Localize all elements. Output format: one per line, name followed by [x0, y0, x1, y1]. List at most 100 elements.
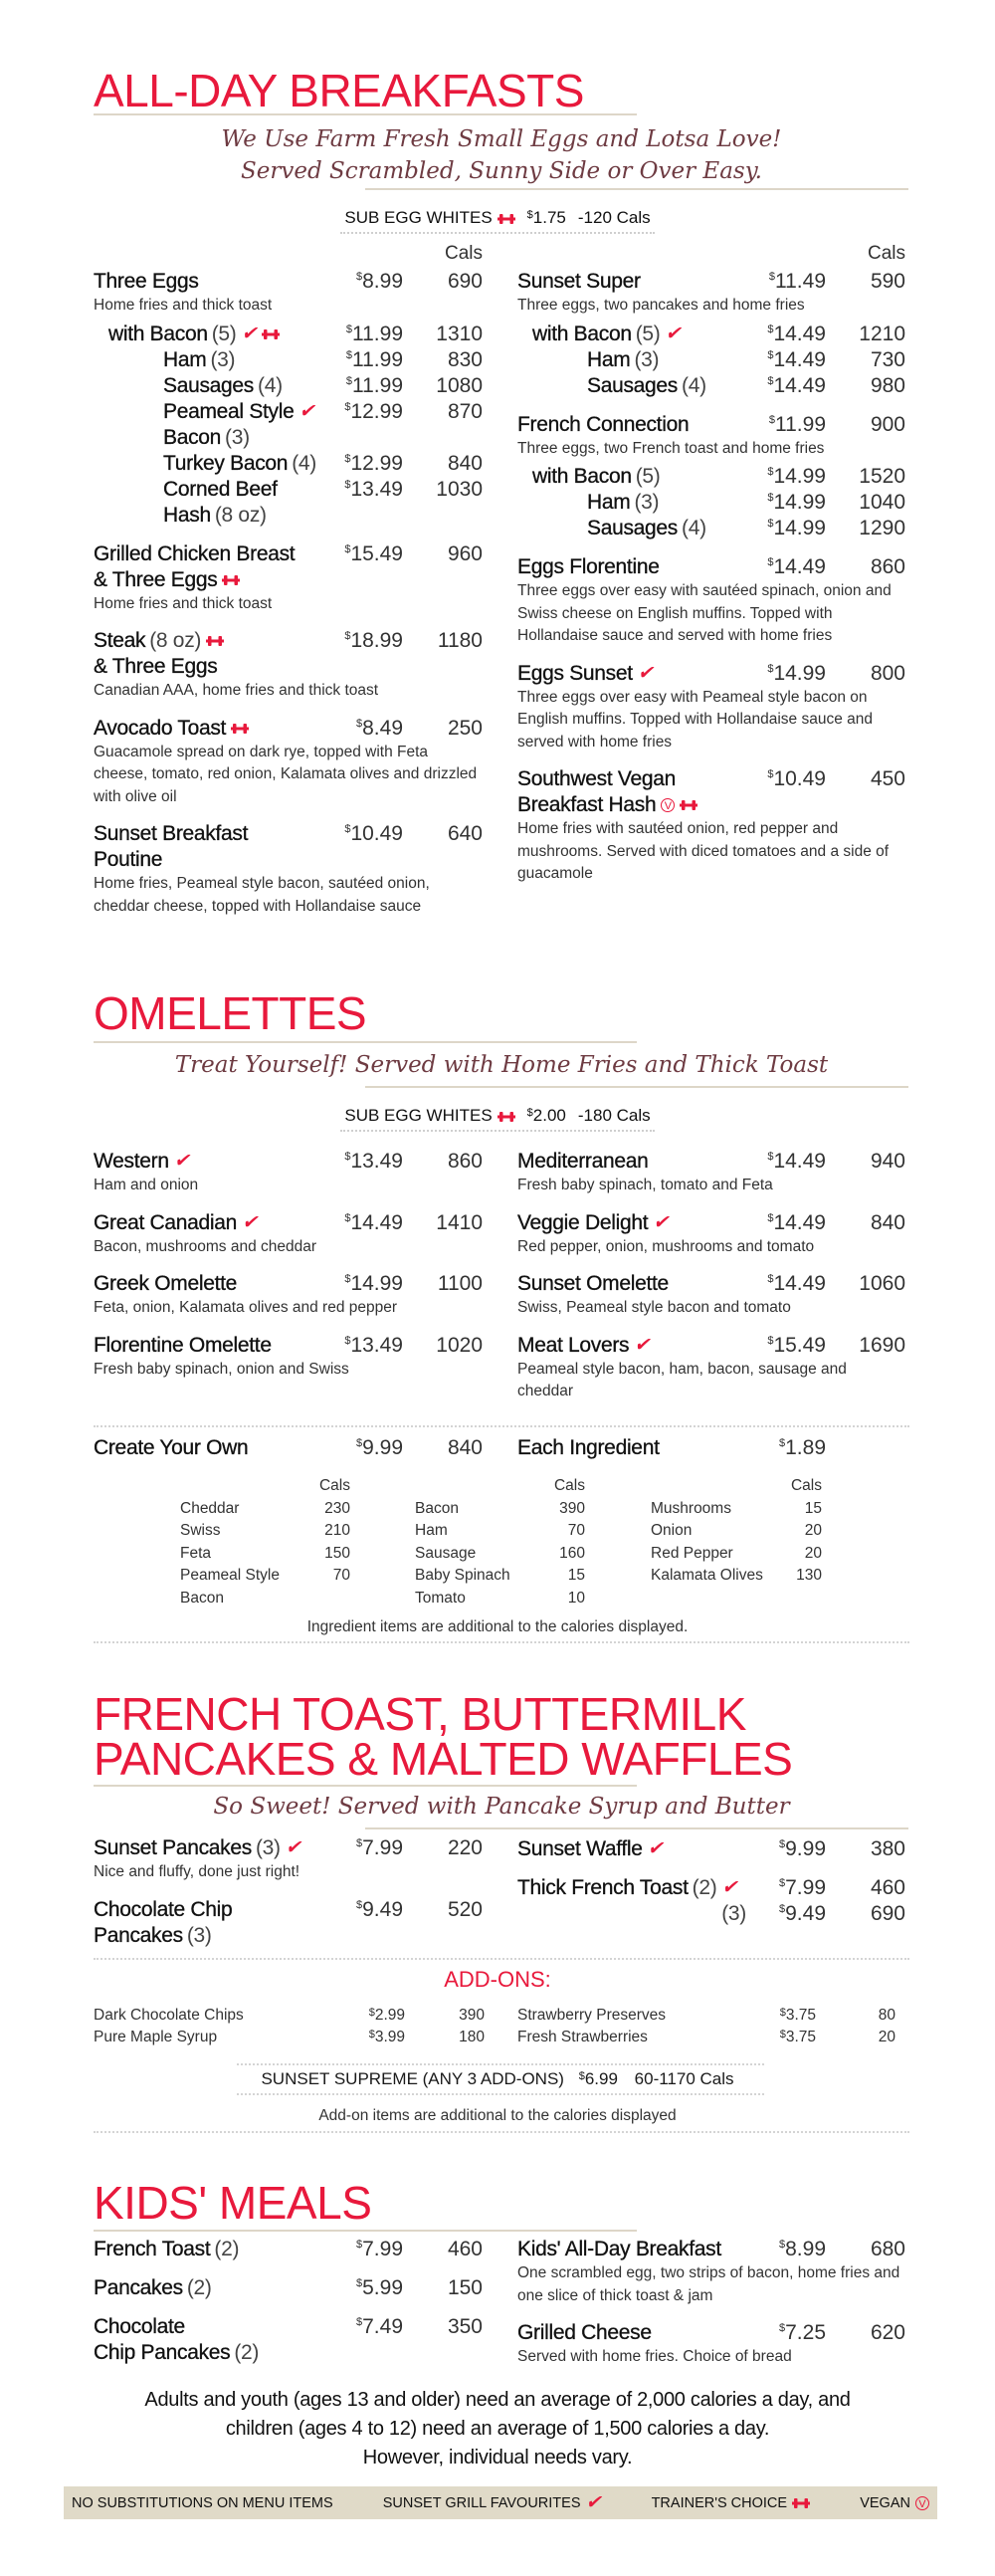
item-name-line: Florentine Omelette — [94, 1333, 323, 1359]
price-value: 13.49 — [350, 477, 403, 501]
item-price: $10.49 — [323, 821, 403, 847]
item-header: Create Your Own $9.99 840 — [94, 1435, 483, 1461]
item-quantity: (8 oz) — [149, 629, 202, 652]
addon-calories: 180 — [459, 2029, 485, 2045]
item-name-text: French Toast — [94, 2238, 211, 2260]
item-header: Veggie Delight ✔ $14.49 840 — [517, 1210, 905, 1236]
currency-symbol: $ — [344, 1151, 351, 1163]
addon-note: Add-on items are additional to the calor… — [318, 2107, 677, 2124]
item-name-line: Breakfast Hash V — [517, 792, 746, 818]
item-calories: 690 — [447, 270, 483, 293]
check-icon: ✔ — [637, 662, 654, 684]
calories-header: Cals — [867, 243, 905, 264]
item-header: Each Ingredient $1.89 — [517, 1435, 905, 1461]
currency-symbol: $ — [779, 1903, 786, 1915]
menu-item: Sunset Pancakes (3) ✔ $7.99 220 Nice and fluf… — [94, 1835, 483, 1884]
item-name-line: Hash (8 oz) — [163, 503, 323, 529]
item-quantity: (4) — [258, 373, 283, 397]
menu-item: French Toast (2) $7.99 460 — [94, 2237, 483, 2262]
item-quantity: (5) — [635, 322, 661, 345]
price-value: 11.99 — [352, 322, 403, 345]
item-quantity: (3) — [721, 1902, 746, 1925]
menu-item: Three Eggs $8.99 690 Home fries and thick t… — [94, 269, 483, 529]
item-price: $18.99 — [323, 628, 403, 654]
sunset-supreme-price: $6.99 — [579, 2069, 618, 2088]
price-value: 2.00 — [532, 1106, 566, 1125]
item-calories: 460 — [870, 1876, 905, 1899]
currency-symbol: $ — [345, 374, 352, 387]
item-description: Fresh baby spinach, tomato and Feta — [517, 1177, 773, 1193]
currency-symbol: $ — [356, 1837, 363, 1849]
item-calories: 1310 — [436, 322, 483, 345]
ingredient-name: Cheddar — [180, 1499, 240, 1517]
item-name-text: Greek Omelette — [94, 1272, 238, 1295]
item-description: Three eggs, two French toast and home fr… — [517, 439, 825, 457]
price-value: 7.25 — [785, 2321, 826, 2344]
price-value: 9.99 — [785, 1837, 826, 1860]
price-value: 14.99 — [350, 1272, 403, 1295]
item-name-line: Chocolate Chip — [94, 1897, 323, 1923]
item-price: $14.49 — [746, 373, 826, 399]
item-name-text: Bacon — [163, 425, 222, 449]
variant-option-row: Ham (3) $11.99 830 — [94, 347, 483, 373]
variant-row: with Bacon (5) $14.99 1520 — [517, 464, 905, 490]
section-title-breakfasts: ALL-DAY BREAKFASTS — [94, 65, 584, 116]
item-name: Eggs Florentine — [517, 554, 746, 580]
item-name-line: Grilled Chicken Breast — [94, 541, 323, 567]
item-calories: 680 — [870, 2238, 905, 2260]
item-name-line: Meat Lovers ✔ — [517, 1333, 746, 1359]
sub-egg-whites: SUB EGG WHITES $2.00 -180 Cals — [0, 1105, 995, 1132]
legend-label: NO SUBSTITUTIONS ON MENU ITEMS — [72, 2494, 333, 2511]
size-option-row: (3) $9.49 690 — [517, 1901, 905, 1927]
item-calories: 730 — [870, 347, 905, 371]
check-icon: ✔ — [285, 1837, 301, 1859]
menu-item: Greek Omelette $14.99 1100 Feta, onion, Kal… — [94, 1271, 483, 1320]
ingredient-calories: 150 — [324, 1544, 350, 1562]
check-icon: ✔ — [721, 1877, 738, 1899]
sub-egg-whites: SUB EGG WHITES $1.75 -120 Cals — [0, 207, 995, 234]
addon-row: Strawberry Preserves $3.75 80 — [517, 2005, 896, 2027]
ingredient-row: Cheddar 230 — [180, 1498, 350, 1521]
item-name-line: Peameal Style ✔ — [163, 399, 323, 425]
check-icon: ✔ — [298, 400, 315, 422]
sub-egg-whites-box: SUB EGG WHITES $1.75 -120 Cals — [340, 207, 655, 234]
item-price: $14.99 — [746, 490, 826, 516]
item-description: Home fries, Peameal style bacon, sautéed… — [94, 875, 430, 915]
addon-name: Pure Maple Syrup — [94, 2029, 218, 2045]
price-value: 14.49 — [773, 1210, 826, 1234]
ingredient-calories: 130 — [796, 1567, 822, 1584]
legend-label: TRAINER'S CHOICE — [651, 2494, 788, 2511]
breakfast-left-column: Cals Three Eggs $8.99 690 Home fries and th… — [94, 243, 483, 918]
currency-symbol: $ — [344, 400, 351, 413]
item-name-line: (3) — [517, 1901, 746, 1927]
dumbbell-icon — [231, 723, 250, 735]
ingredient-calories: 15 — [804, 1499, 822, 1517]
divider — [94, 1785, 637, 1787]
item-name-text: Sunset Waffle — [517, 1837, 643, 1860]
item-name-line: Western ✔ — [94, 1149, 323, 1175]
item-name-text: Grilled Cheese — [517, 2321, 652, 2344]
price-value: 10.49 — [350, 822, 403, 845]
sub-label: SUB EGG WHITES — [344, 1106, 493, 1125]
ingredient-row: Sausage 160 — [415, 1543, 585, 1566]
currency-symbol: $ — [767, 1151, 774, 1163]
item-name-line: Eggs Florentine — [517, 554, 746, 580]
addon-calories: 80 — [878, 2007, 896, 2024]
item-name-line: & Three Eggs — [94, 567, 323, 593]
sub-calories: -120 Cals — [577, 208, 651, 227]
ingredient-note: Ingredient items are additional to the c… — [306, 1618, 689, 1635]
french-right-column: Sunset Waffle ✔ $9.99 380 Thick French Toast… — [517, 1836, 905, 1927]
ingredient-name: Tomato — [415, 1589, 466, 1607]
item-name: Turkey Bacon (4) — [163, 451, 323, 477]
price-value: 14.49 — [773, 1150, 826, 1173]
sunset-supreme-label: SUNSET SUPREME (ANY 3 ADD-ONS) — [261, 2069, 564, 2088]
item-header: Avocado Toast $8.49 250 — [94, 716, 483, 742]
item-name: with Bacon (5) ✔ — [532, 322, 746, 347]
ingredient-calories: 210 — [324, 1522, 350, 1539]
item-name-line: Grilled Cheese — [517, 2320, 746, 2346]
ingredient-name: Ham — [415, 1522, 448, 1539]
ingredient-row: Bacon 390 — [415, 1498, 585, 1521]
addon-row: Dark Chocolate Chips $2.99 390 — [94, 2005, 485, 2027]
item-name-text: Kids' All-Day Breakfast — [517, 2238, 721, 2260]
item-description: Ham and onion — [94, 1177, 199, 1193]
